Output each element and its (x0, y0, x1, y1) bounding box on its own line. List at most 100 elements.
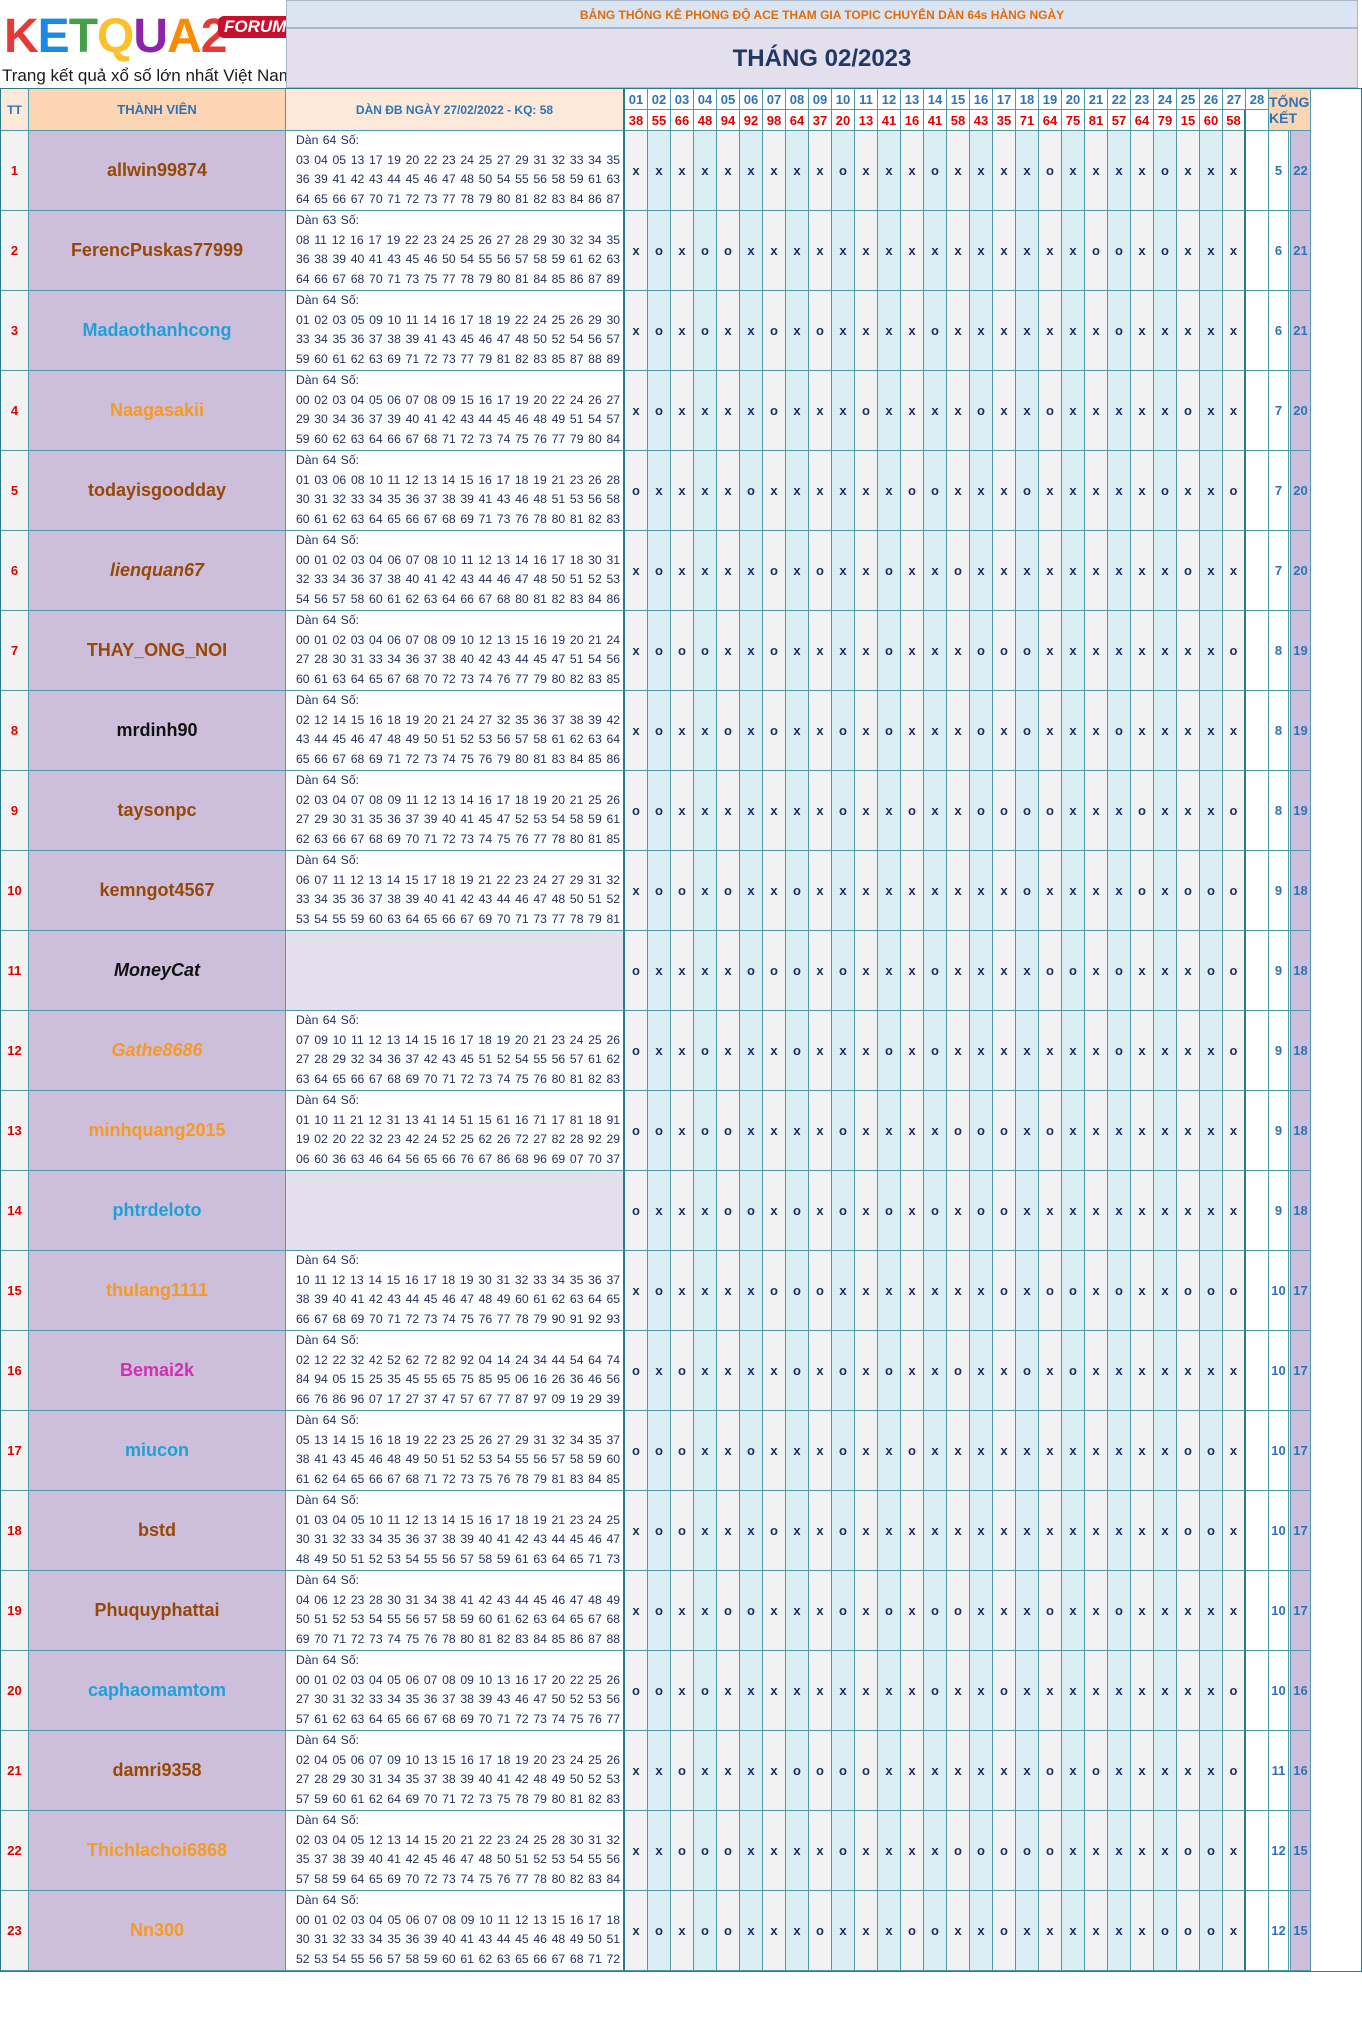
hit-mark: o (671, 1411, 694, 1491)
miss-mark: x (1062, 531, 1085, 611)
miss-mark: x (763, 1811, 786, 1891)
miss-mark: x (1085, 1411, 1108, 1491)
miss-mark: x (1085, 1171, 1108, 1251)
spacer (1246, 1811, 1269, 1891)
miss-mark: x (1108, 1331, 1131, 1411)
miss-mark: x (970, 1891, 993, 1971)
hit-mark: o (694, 291, 717, 371)
dan-numbers: Dàn 64 Số: 02 12 22 32 42 52 62 72 82 92… (286, 1331, 625, 1411)
spacer (1289, 211, 1291, 291)
miss-mark: x (1039, 531, 1062, 611)
miss-mark: x (671, 1251, 694, 1331)
hit-count: 7 (1269, 531, 1289, 611)
miss-mark: x (1154, 371, 1177, 451)
total-score: 17 (1291, 1251, 1311, 1331)
miss-mark: x (625, 291, 648, 371)
dan-numbers: Dàn 64 Số: 03 04 05 13 17 19 20 22 23 24… (286, 131, 625, 211)
stats-table: TT THÀNH VIÊN DÀN ĐB NGÀY 27/02/2022 - K… (0, 88, 1362, 1972)
hit-mark: o (1154, 451, 1177, 531)
spacer (1246, 1491, 1269, 1571)
spacer (1246, 291, 1269, 371)
miss-mark: x (855, 1411, 878, 1491)
hit-mark: o (901, 1891, 924, 1971)
miss-mark: x (1131, 1011, 1154, 1091)
hit-mark: o (1177, 1811, 1200, 1891)
hit-mark: o (993, 1171, 1016, 1251)
miss-mark: x (1108, 1491, 1131, 1571)
miss-mark: x (717, 1251, 740, 1331)
miss-mark: x (1062, 1891, 1085, 1971)
miss-mark: x (809, 1171, 832, 1251)
miss-mark: x (625, 1891, 648, 1971)
hit-mark: o (855, 371, 878, 451)
miss-mark: x (740, 1251, 763, 1331)
miss-mark: x (970, 931, 993, 1011)
hit-count: 7 (1269, 451, 1289, 531)
hit-mark: o (1200, 1491, 1223, 1571)
miss-mark: x (717, 291, 740, 371)
hit-mark: o (993, 1891, 1016, 1971)
miss-mark: x (717, 611, 740, 691)
miss-mark: x (1154, 931, 1177, 1011)
logo-letter: Q (97, 9, 134, 63)
miss-mark: x (970, 1731, 993, 1811)
hit-mark: o (1039, 1731, 1062, 1811)
miss-mark: x (786, 131, 809, 211)
day-header: 18 (1016, 89, 1039, 110)
miss-mark: x (970, 211, 993, 291)
day-header: 26 (1200, 89, 1223, 110)
hit-mark: o (878, 691, 901, 771)
total-score: 18 (1291, 1091, 1311, 1171)
hit-mark: o (740, 931, 763, 1011)
miss-mark: x (786, 1811, 809, 1891)
miss-mark: x (1154, 1331, 1177, 1411)
miss-mark: x (671, 1011, 694, 1091)
miss-mark: x (786, 451, 809, 531)
miss-mark: x (1177, 771, 1200, 851)
hit-mark: o (1223, 611, 1246, 691)
miss-mark: x (1177, 1571, 1200, 1651)
miss-mark: x (947, 771, 970, 851)
row-number: 15 (1, 1251, 29, 1331)
day-header: 25 (1177, 89, 1200, 110)
miss-mark: x (947, 1411, 970, 1491)
miss-mark: x (1223, 1891, 1246, 1971)
member-name: mrdinh90 (29, 691, 286, 771)
spacer (1246, 931, 1269, 1011)
total-score: 21 (1291, 291, 1311, 371)
hit-mark: o (1154, 1891, 1177, 1971)
miss-mark: x (1223, 1411, 1246, 1491)
miss-mark: x (671, 291, 694, 371)
total-score: 16 (1291, 1651, 1311, 1731)
miss-mark: x (717, 1331, 740, 1411)
miss-mark: x (1085, 531, 1108, 611)
miss-mark: x (901, 211, 924, 291)
hit-count: 10 (1269, 1491, 1289, 1571)
miss-mark: x (694, 771, 717, 851)
miss-mark: x (924, 851, 947, 931)
row-number: 21 (1, 1731, 29, 1811)
miss-mark: x (924, 691, 947, 771)
spacer (1289, 131, 1291, 211)
logo-letter: E (37, 9, 70, 63)
hit-mark: o (625, 1171, 648, 1251)
hit-mark: o (878, 1571, 901, 1651)
miss-mark: x (740, 1811, 763, 1891)
report-banner: BẢNG THỐNG KÊ PHONG ĐỘ ACE THAM GIA TOPI… (286, 0, 1358, 28)
hit-mark: o (1108, 1251, 1131, 1331)
row-number: 9 (1, 771, 29, 851)
miss-mark: x (1223, 1491, 1246, 1571)
miss-mark: x (993, 1491, 1016, 1571)
day-header: 15 (947, 89, 970, 110)
miss-mark: x (1016, 1251, 1039, 1331)
miss-mark: x (1062, 131, 1085, 211)
hit-mark: o (648, 771, 671, 851)
miss-mark: x (671, 531, 694, 611)
miss-mark: x (671, 1571, 694, 1651)
hit-mark: o (1200, 1891, 1223, 1971)
day-result: 66 (671, 110, 694, 131)
dan-numbers: Dàn 64 Số: 07 09 10 11 12 13 14 15 16 17… (286, 1011, 625, 1091)
miss-mark: x (855, 291, 878, 371)
miss-mark: x (878, 851, 901, 931)
